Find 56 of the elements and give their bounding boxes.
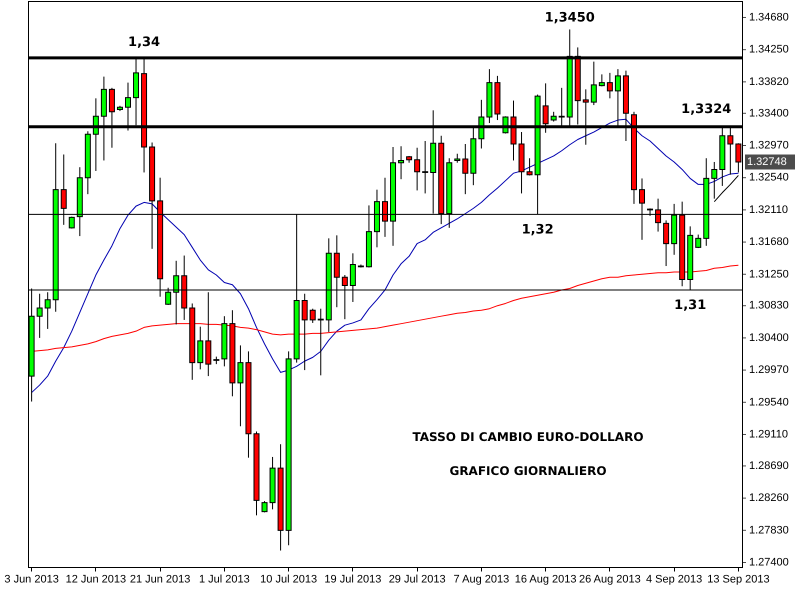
candlestick (598, 74, 605, 87)
x-tick-label: 29 Jul 2013 (388, 574, 446, 586)
line-series (31, 118, 739, 394)
x-tick-label: 16 Aug 2013 (514, 574, 577, 586)
y-tick-label: 1.30400 (749, 332, 789, 344)
x-tick-label: 26 Aug 2013 (578, 574, 641, 586)
x-tick-label: 12 Jun 2013 (66, 574, 126, 586)
candlestick (36, 293, 43, 338)
y-tick-label: 1.32970 (749, 139, 789, 152)
candlestick (398, 146, 404, 180)
candlestick (237, 344, 244, 427)
candlestick (262, 500, 268, 513)
candlestick (663, 220, 670, 267)
y-tick-label: 1.29110 (749, 428, 788, 440)
text: GRAFICO GIORNALIERO (449, 464, 607, 478)
x-tick-label: 21 Jun 2013 (130, 574, 190, 586)
ref-line-label: 1,31 (674, 298, 706, 313)
y-tick-label: 1.27400 (749, 556, 789, 569)
annotation: 1,3450 (544, 10, 595, 26)
candlestick (310, 308, 316, 324)
x-tick-label: 4 Sep 2013 (646, 574, 702, 586)
x-tick-label: 7 Aug 2013 (454, 574, 510, 586)
y-tick-label: 1.30830 (749, 300, 789, 312)
candlestick (197, 326, 204, 370)
y-tick-label: 1.32540 (749, 172, 789, 184)
y-tick-label: 1.28690 (749, 460, 789, 472)
x-tick-label: 3 Jun 2013 (4, 574, 59, 586)
y-tick-label: 1.29540 (749, 396, 789, 408)
text: TASSO DI CAMBIO EURO-DOLLARO (412, 430, 644, 444)
y-tick-label: 1.28260 (749, 492, 789, 504)
x-tick-label: 10 Jul 2013 (260, 574, 318, 586)
y-tick-label: 1.34250 (749, 44, 789, 56)
ref-line-label: 1,34 (128, 34, 160, 50)
x-tick-label: 1 Jul 2013 (198, 574, 250, 586)
candlestick (550, 111, 557, 122)
y-tick-label: 1.34680 (749, 11, 789, 24)
candlestick (414, 147, 420, 191)
x-tick-label: 13 Sep 2013 (707, 574, 770, 586)
y-tick-label: 1.29970 (749, 364, 789, 376)
ref-line-label: 1,32 (522, 222, 554, 238)
y-tick-label: 1.31680 (749, 236, 789, 248)
y-tick-label: 1.31250 (749, 268, 789, 280)
candlestick (422, 140, 428, 194)
text: 1.32748 (747, 156, 787, 168)
y-tick-label: 1.33820 (749, 76, 789, 88)
legend-label: 1,3324 (681, 102, 732, 117)
candlestick (318, 308, 324, 376)
y-tick-label: 1.33400 (749, 107, 789, 120)
candlestick (695, 234, 702, 249)
y-tick-label: 1.32110 (749, 204, 788, 216)
candlestick (526, 158, 533, 176)
x-tick-label: 19 Jul 2013 (324, 574, 382, 586)
y-tick-label: 1.27830 (749, 524, 789, 536)
candlestick (590, 61, 597, 106)
candlestick (462, 143, 468, 195)
candlestick (606, 72, 613, 99)
